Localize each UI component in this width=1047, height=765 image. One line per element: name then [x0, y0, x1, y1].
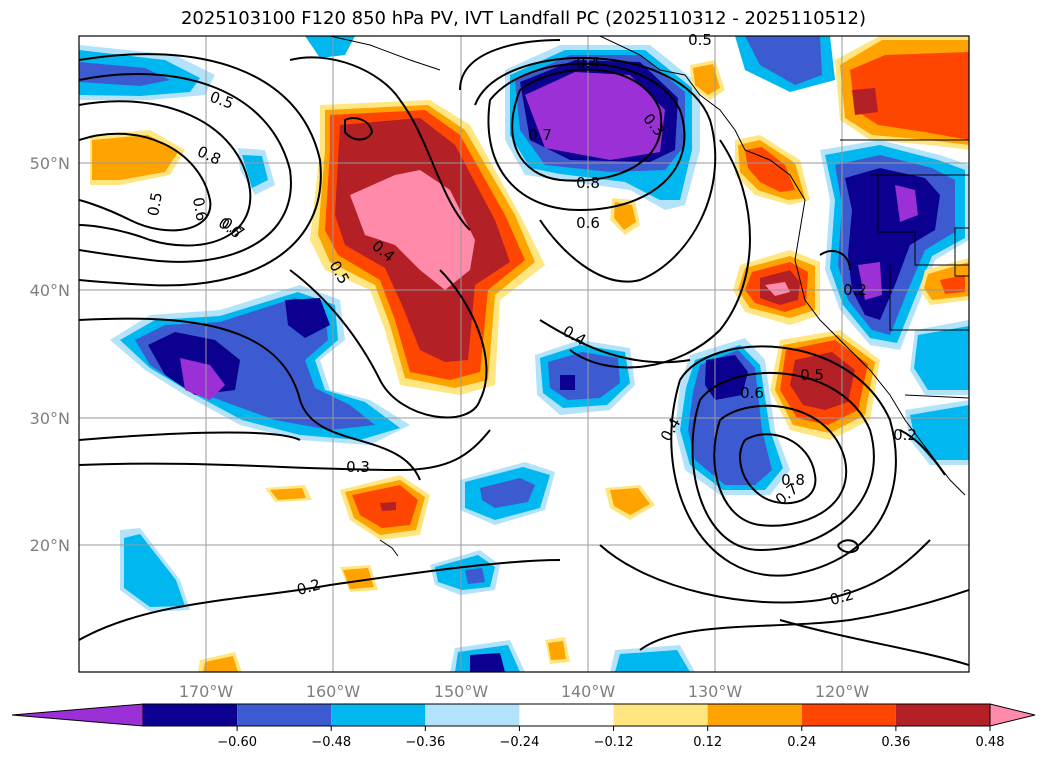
- colorbar-segment: [613, 704, 708, 726]
- lat-label: 20°N: [30, 536, 70, 555]
- colorbar-segment: [519, 704, 614, 726]
- colorbar-tick-label: −0.12: [594, 735, 634, 750]
- colorbar-tick-label: 0.48: [976, 735, 1005, 750]
- anomaly-blob-far-northeast: [835, 36, 969, 150]
- colorbar-tick-label: −0.24: [500, 735, 540, 750]
- colorbar-tick-label: 0.24: [787, 735, 816, 750]
- contour-label: 0.8: [576, 174, 600, 192]
- lon-label: 150°W: [434, 682, 489, 701]
- anomaly-blob-east-low: [675, 338, 790, 495]
- anomaly-blob-topleft: [79, 45, 215, 100]
- contour-label: 0.3: [346, 458, 370, 476]
- colorbar-tick-label: 0.12: [693, 735, 722, 750]
- colorbar-tick-label: −0.60: [217, 735, 257, 750]
- lon-label: 170°W: [179, 682, 234, 701]
- contour-label: 0.7: [528, 126, 552, 144]
- lon-label: 120°W: [815, 682, 870, 701]
- colorbar-segment: [801, 704, 896, 726]
- contour-label: 0.5: [144, 191, 166, 218]
- colorbar-tick-label: 0.36: [881, 735, 910, 750]
- lon-label: 130°W: [688, 682, 743, 701]
- anomaly-blob-southwest-low: [110, 285, 410, 445]
- contour-label: 0.5: [688, 31, 712, 49]
- contour-label: 0.6: [576, 214, 600, 232]
- lon-label: 140°W: [561, 682, 616, 701]
- colorbar-frame: [142, 703, 991, 727]
- colorbar-tick-label: −0.48: [311, 735, 351, 750]
- lat-label: 40°N: [30, 281, 70, 300]
- anomaly-blob-central-plume: [310, 100, 545, 395]
- contour-label: 0.2: [893, 426, 917, 444]
- longitude-labels: 170°W 160°W 150°W 140°W 130°W 120°W: [179, 682, 870, 701]
- contour-label: 0.4: [576, 54, 600, 72]
- plot-frame: [78, 35, 970, 673]
- colorbar-segment: [331, 704, 426, 726]
- colorbar-left-extend: [11, 703, 144, 727]
- contour-label: 0.6: [189, 196, 211, 223]
- contour-label: 0.2: [843, 281, 867, 299]
- contour-label: 0.8: [781, 471, 805, 489]
- colorbar-segment: [143, 704, 238, 726]
- lat-label: 30°N: [30, 409, 70, 428]
- contour-label: 0.5: [800, 366, 824, 384]
- latitude-labels: 50°N 40°N 30°N 20°N: [30, 154, 70, 555]
- colorbar-segment: [707, 704, 802, 726]
- colorbar-segment: [237, 704, 332, 726]
- anomaly-blob-oregon-plume: [733, 250, 820, 325]
- map-title: 2025103100 F120 850 hPa PV, IVT Landfall…: [180, 8, 867, 29]
- contour-label: 0.2: [295, 575, 323, 599]
- pv-contours: [79, 39, 969, 666]
- filled-anomaly-layer: [79, 36, 969, 672]
- anomaly-blob-top-small: [305, 36, 355, 58]
- coastlines: [329, 36, 969, 557]
- lon-label: 160°W: [306, 682, 361, 701]
- contour-label: 0.2: [828, 585, 856, 609]
- colorbar-segment: [425, 704, 520, 726]
- colorbar-right-extend: [989, 703, 1036, 727]
- lat-label: 50°N: [30, 154, 70, 173]
- contour-label: 0.6: [740, 384, 764, 402]
- colorbar-tick-label: −0.36: [405, 735, 445, 750]
- colorbar: −0.60 −0.48 −0.36 −0.24 −0.12 0.12 0.24 0.36 0.4…: [11, 703, 1036, 750]
- anomaly-blob-interior-west: [820, 140, 969, 350]
- graticule: [79, 36, 969, 672]
- colorbar-segment: [895, 704, 990, 726]
